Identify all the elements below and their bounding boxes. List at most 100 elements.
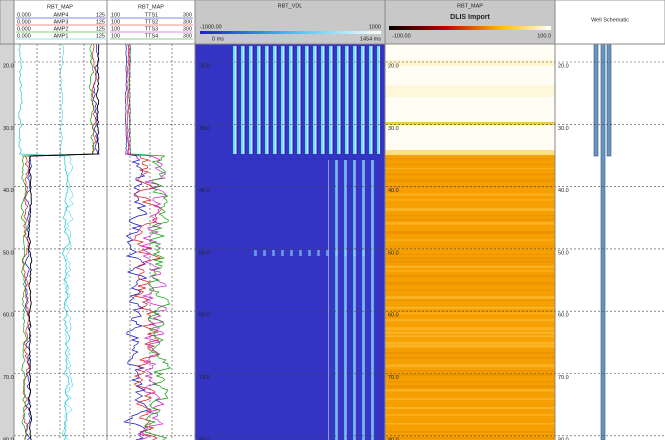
track-title: RBT_MAP: [457, 3, 483, 9]
texture: [385, 260, 555, 263]
depth-label: 70.0: [558, 375, 569, 381]
depth-label: 30.0: [3, 126, 14, 132]
texture: [385, 381, 555, 383]
texture: [385, 370, 555, 373]
texture: [385, 335, 555, 338]
curve-name: AMP1: [54, 33, 69, 39]
texture: [385, 179, 555, 183]
depth-label: 60.0: [388, 313, 399, 319]
texture: [385, 389, 555, 392]
texture: [385, 306, 555, 309]
log-curve: [126, 44, 162, 440]
texture: [385, 398, 555, 400]
texture: [385, 158, 555, 160]
log-curve: [20, 44, 95, 440]
time-min: 0 ms: [212, 36, 224, 42]
texture: [385, 239, 555, 241]
scale-min: 100: [111, 19, 120, 25]
texture: [385, 214, 555, 217]
depth-label: 20.0: [558, 63, 569, 69]
scale-min: 0.000: [17, 26, 31, 32]
curve-name: AMP3: [54, 19, 69, 25]
depth-label: 20.0: [199, 63, 210, 69]
texture: [385, 274, 555, 278]
texture: [385, 199, 555, 201]
texture: [385, 167, 555, 169]
log-curve: [123, 44, 149, 440]
scale-min: 0.000: [17, 33, 31, 39]
depth-label: 30.0: [388, 126, 399, 132]
texture: [385, 208, 555, 211]
scale-max: 300: [183, 12, 192, 18]
depth-label: 40.0: [3, 188, 14, 194]
scale-min: -1000.00: [200, 24, 222, 30]
log-curve: [21, 44, 97, 440]
depth-label: 80.0: [388, 437, 399, 440]
track-title: RBT_MAP: [138, 4, 164, 10]
texture: [385, 364, 555, 368]
depth-label: 50.0: [388, 250, 399, 256]
texture: [385, 173, 555, 176]
texture: [385, 222, 555, 225]
color-bar: [200, 31, 381, 34]
curve-name: AMP2: [54, 26, 69, 32]
scale-max: 300: [183, 26, 192, 32]
texture: [385, 312, 555, 314]
texture: [385, 341, 555, 345]
color-bar: [389, 26, 551, 30]
texture: [385, 257, 555, 260]
log-curve: [18, 44, 71, 440]
curve-name: TTS1: [145, 12, 158, 18]
curve-name: TTS2: [145, 19, 158, 25]
texture: [385, 299, 555, 301]
depth-label: 70.0: [199, 375, 210, 381]
texture: [385, 437, 555, 439]
texture: [385, 289, 555, 291]
texture: [385, 218, 555, 221]
curve-name: TTS4: [145, 33, 158, 39]
texture: [385, 230, 555, 234]
scale-min: 100: [111, 26, 120, 32]
texture: [385, 331, 555, 335]
texture: [385, 296, 555, 299]
scale-max: 125: [96, 19, 105, 25]
track-title: Well Schematic: [591, 17, 629, 23]
log-curve: [24, 44, 99, 440]
track-title: RBT_MAP: [47, 4, 73, 10]
texture: [385, 327, 555, 331]
texture: [385, 356, 555, 359]
texture: [385, 265, 555, 268]
scale-max: 125: [96, 12, 105, 18]
scale-max: 125: [96, 26, 105, 32]
texture: [385, 373, 555, 377]
depth-label: 70.0: [3, 375, 14, 381]
texture: [385, 423, 555, 425]
scale-min: 100: [111, 33, 120, 39]
texture: [385, 163, 555, 166]
depth-label: 50.0: [199, 250, 210, 256]
scale-min: -100.00: [392, 33, 411, 39]
depth-label: 60.0: [199, 313, 210, 319]
time-max: 1454 ms: [360, 36, 381, 42]
depth-label: 20.0: [388, 63, 399, 69]
texture: [385, 253, 555, 255]
depth-label: 30.0: [558, 126, 569, 132]
depth-label: 80.0: [3, 437, 14, 440]
depth-label: 40.0: [388, 188, 399, 194]
depth-label: 20.0: [3, 63, 14, 69]
texture: [385, 414, 555, 416]
scale-min: 0.000: [17, 19, 31, 25]
texture: [385, 407, 555, 409]
track-subtitle: DLIS Import: [450, 14, 490, 21]
curve-name: TTS3: [145, 26, 158, 32]
scale-max: 1000: [369, 24, 381, 30]
texture: [385, 245, 555, 248]
curve-name: AMP4: [54, 12, 69, 18]
scale-min: 0.000: [17, 12, 31, 18]
scale-max: 300: [183, 33, 192, 39]
log-curve: [128, 44, 167, 440]
depth-label: 30.0: [199, 126, 210, 132]
texture: [385, 282, 555, 285]
log-curve: [59, 44, 74, 440]
